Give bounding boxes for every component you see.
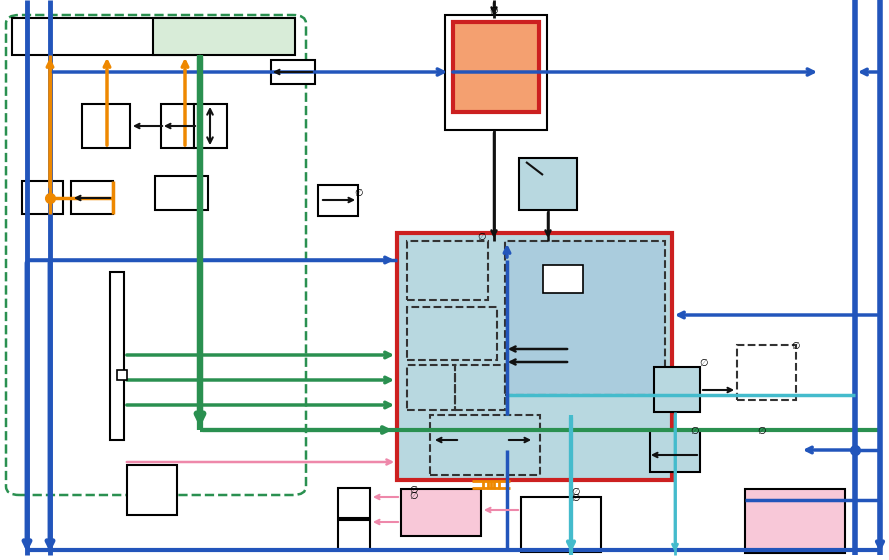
Text: $\emptyset$: $\emptyset$ [757,424,767,436]
Text: $\emptyset$: $\emptyset$ [571,491,581,503]
Bar [153,18,295,55]
Bar [407,241,488,300]
Bar [338,488,370,518]
Bar [271,60,315,84]
Text: $\emptyset$: $\emptyset$ [477,230,487,242]
Bar [453,22,539,112]
Text: $\emptyset$: $\emptyset$ [690,424,700,436]
Bar [519,158,577,210]
Bar [737,345,796,400]
Bar [445,15,547,130]
Bar [654,367,700,412]
Bar [745,489,845,553]
Bar [650,430,700,472]
Bar [117,370,127,380]
Bar [543,265,583,293]
Bar [194,104,227,148]
Text: $\emptyset$: $\emptyset$ [409,489,419,501]
Bar [22,181,63,214]
Bar [161,104,194,148]
Text: $\emptyset$: $\emptyset$ [699,356,709,368]
Bar [12,18,200,55]
Bar [505,241,665,395]
Text: $\emptyset$: $\emptyset$ [409,483,419,495]
Text: $\emptyset$: $\emptyset$ [489,4,499,16]
Bar [155,176,208,210]
Bar [521,497,601,552]
Bar [401,489,481,536]
Bar [82,104,130,148]
Bar [407,307,497,360]
Text: $\emptyset$: $\emptyset$ [571,485,581,497]
Bar [71,181,113,214]
Text: $\emptyset$: $\emptyset$ [791,339,801,351]
Text: $\emptyset$: $\emptyset$ [354,186,364,198]
Bar [127,465,177,515]
Bar [455,365,505,410]
Bar [318,185,358,216]
Bar [407,365,455,410]
Bar [430,415,540,475]
Bar [397,233,672,480]
Bar [338,520,370,550]
Bar [110,272,124,440]
